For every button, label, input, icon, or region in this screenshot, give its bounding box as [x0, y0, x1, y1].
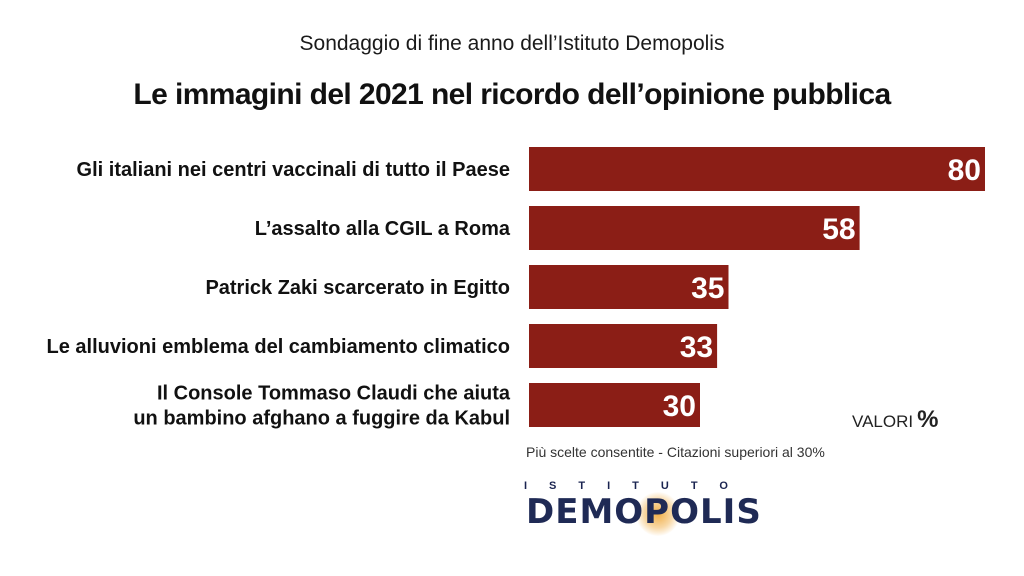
- logo-glow: [636, 492, 680, 536]
- units-note: VALORI%: [852, 406, 938, 434]
- chart-subtitle: Sondaggio di fine anno dell’Istituto Dem…: [299, 32, 725, 55]
- bar-4: [529, 324, 718, 368]
- category-label-5-line-1: Il Console Tommaso Claudi che aiuta: [157, 383, 511, 405]
- logo-top-text: ISTITUTO: [524, 480, 750, 492]
- bar-1: [529, 147, 985, 191]
- value-label-3: 35: [691, 272, 724, 305]
- bar-2: [529, 206, 860, 250]
- value-label-2: 58: [822, 213, 855, 246]
- bars-layer: 80 Gli italiani nei centri vaccinali di t…: [47, 147, 985, 430]
- bar-5: [529, 383, 700, 427]
- category-label-3: Patrick Zaki scarcerato in Egitto: [205, 277, 510, 299]
- chart-title: Le immagini del 2021 nel ricordo dell’op…: [133, 78, 891, 111]
- category-label-1: Gli italiani nei centri vaccinali di tut…: [77, 159, 510, 181]
- bar-3: [529, 265, 729, 309]
- category-label-2: L’assalto alla CGIL a Roma: [255, 218, 511, 240]
- category-label-4: Le alluvioni emblema del cambiamento cli…: [47, 336, 510, 358]
- footnote: Più scelte consentite - Citazioni superi…: [526, 444, 825, 460]
- category-label-5-line-2: un bambino afghano a fuggire da Kabul: [133, 408, 510, 430]
- value-label-1: 80: [948, 154, 981, 187]
- value-label-5: 30: [663, 390, 696, 423]
- units-symbol: %: [917, 406, 939, 433]
- demopolis-logo: ISTITUTO DEMOPOLIS: [524, 480, 814, 536]
- value-label-4: 33: [680, 331, 713, 364]
- logo-main-text: DEMOPOLIS: [526, 492, 762, 532]
- units-label: VALORI: [852, 412, 914, 431]
